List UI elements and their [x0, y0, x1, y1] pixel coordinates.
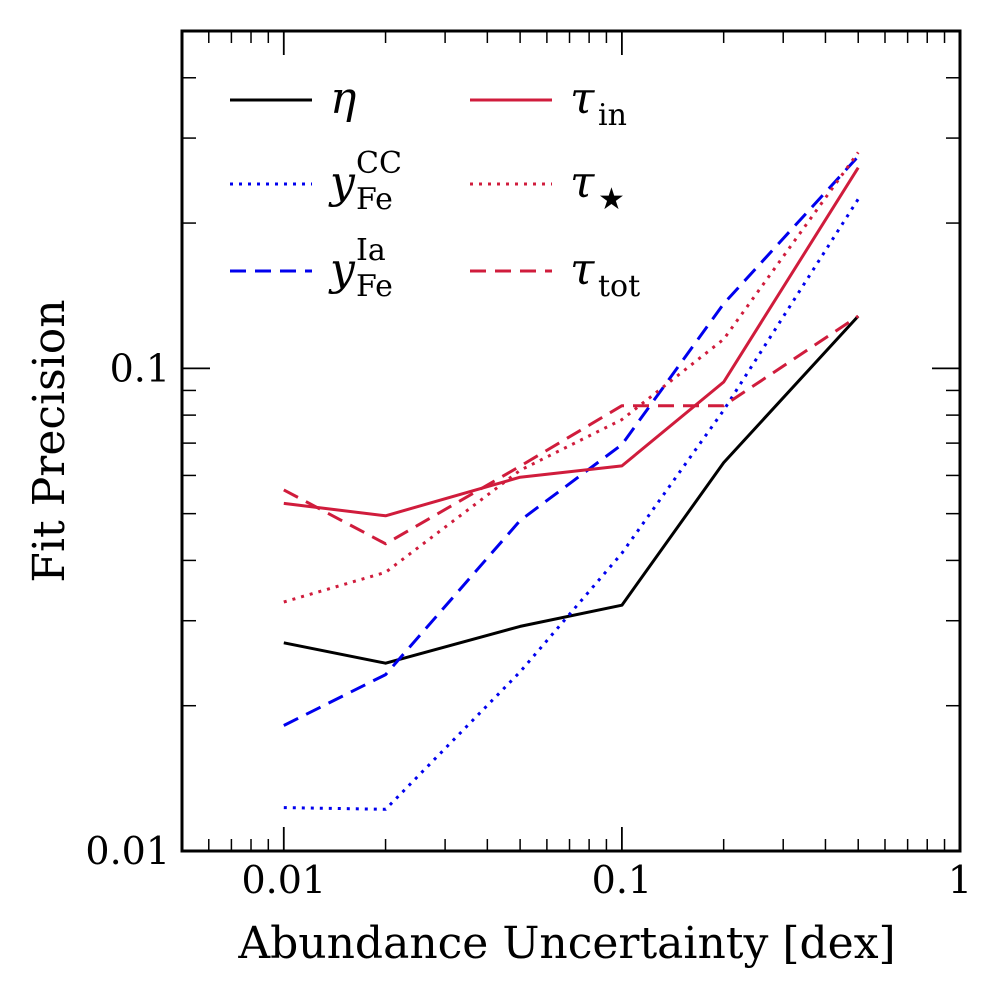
y-tick-label: 0.1	[110, 346, 170, 390]
x-tick-label: 0.01	[241, 858, 326, 902]
y-tick-label: 0.01	[85, 829, 170, 873]
legend-subscript: Fe	[356, 269, 393, 304]
x-axis-label: Abundance Uncertainty [dex]	[237, 918, 895, 969]
plot-frame	[180, 29, 962, 853]
y-axis-label: Fit Precision	[24, 299, 75, 582]
series-line	[283, 155, 860, 727]
legend-subscript: Fe	[356, 182, 393, 217]
legend-label: y	[328, 157, 356, 208]
legend-label: τ	[570, 244, 595, 295]
legend-label: η	[330, 73, 356, 124]
legend-label: y	[328, 244, 356, 295]
legend-label: τ	[570, 73, 595, 124]
series-line	[283, 314, 860, 546]
series-line	[283, 151, 860, 604]
x-tick-label: 0.1	[592, 858, 652, 902]
x-tick-label: 1	[948, 858, 972, 902]
series-lines	[283, 151, 860, 811]
legend-subscript: in	[598, 98, 627, 133]
legend-label: τ	[570, 157, 595, 208]
legend-subscript: ★	[598, 182, 625, 217]
legend-superscript: Ia	[356, 233, 386, 268]
tick-labels: 0.01 0.1 1 0.01 0.1	[85, 346, 972, 902]
series-line	[283, 198, 860, 811]
axis-ticks	[182, 31, 961, 852]
legend-subscript: tot	[598, 269, 640, 304]
series-line	[283, 166, 860, 518]
series-line	[283, 315, 860, 665]
legend-superscript: CC	[356, 146, 402, 181]
